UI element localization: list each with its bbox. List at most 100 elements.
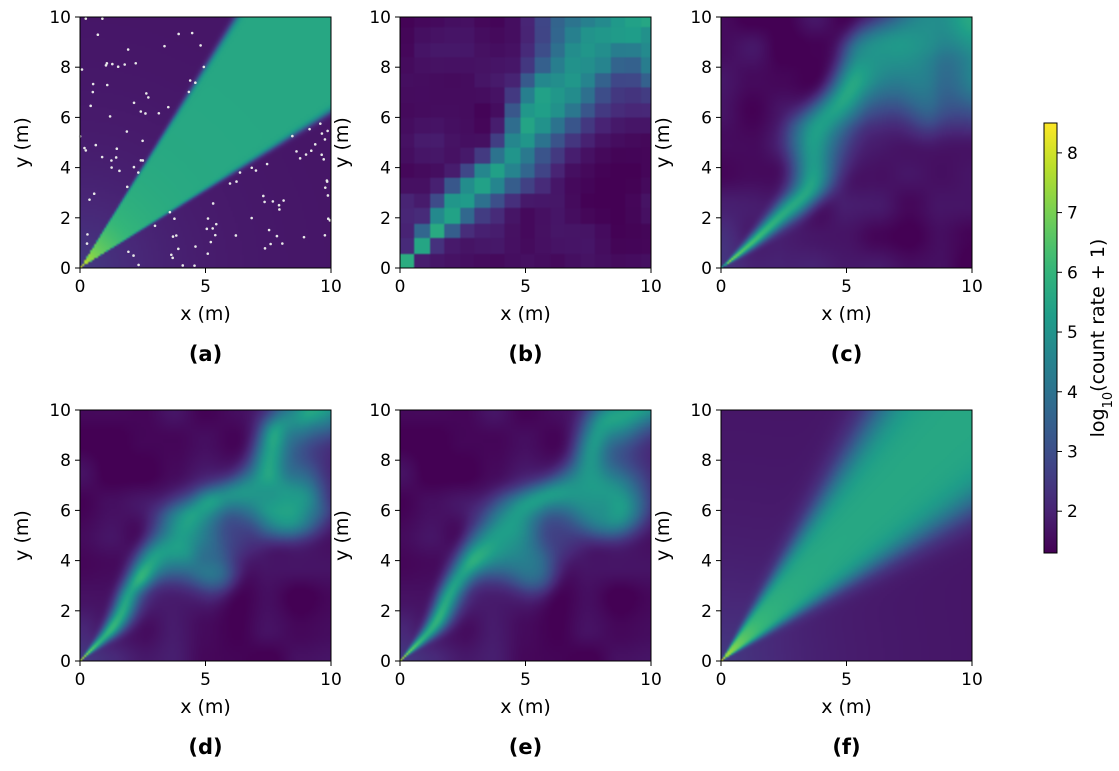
- measurement-point: [125, 130, 129, 133]
- measurement-point: [125, 185, 129, 189]
- measurement-point: [104, 64, 108, 67]
- y-tick-label: 0: [380, 652, 391, 672]
- measurement-point: [139, 110, 143, 113]
- measurement-point: [177, 247, 180, 251]
- colorbar-tick-label: 4: [1067, 383, 1078, 403]
- y-tick-label: 4: [701, 552, 712, 572]
- x-tick-label: 0: [716, 277, 727, 297]
- measurement-point: [88, 198, 91, 201]
- measurement-point: [250, 166, 254, 170]
- measurement-point: [206, 217, 210, 220]
- x-tick-label: 10: [961, 277, 983, 297]
- measurement-point: [277, 203, 281, 207]
- colorbar-label: log10(count rate + 1): [1087, 239, 1116, 438]
- measurement-point: [141, 159, 145, 162]
- measurement-point: [323, 186, 327, 189]
- measurement-point: [157, 111, 161, 115]
- measurement-point: [213, 233, 217, 237]
- measurement-point: [118, 169, 121, 173]
- measurement-point: [228, 182, 232, 185]
- measurement-point: [250, 216, 253, 220]
- measurement-point: [326, 217, 330, 221]
- measurement-point: [114, 156, 118, 159]
- measurement-point: [132, 254, 135, 257]
- colorbar-gradient: [1043, 122, 1058, 554]
- measurement-point: [110, 159, 113, 162]
- measurement-point: [126, 48, 130, 51]
- panel-label: (f): [832, 735, 860, 759]
- y-tick-label: 4: [60, 552, 71, 572]
- measurement-point: [205, 227, 209, 231]
- measurement-point: [141, 139, 144, 143]
- measurement-point: [170, 253, 173, 257]
- measurement-point: [83, 146, 86, 150]
- measurement-point: [262, 194, 265, 198]
- heatmap-f: [721, 410, 972, 661]
- heatmap-d: [80, 410, 331, 661]
- colorbar-tick-label: 2: [1067, 502, 1078, 522]
- measurement-point: [193, 264, 196, 267]
- x-tick-label: 10: [640, 277, 662, 297]
- measurement-point: [137, 263, 140, 267]
- measurement-point: [304, 153, 308, 156]
- y-tick-label: 4: [380, 552, 391, 572]
- measurement-point: [84, 17, 88, 20]
- colorbar: 2 3 4 5 6 7 8 log10(count rate + 1): [1043, 122, 1116, 554]
- measurement-point: [105, 83, 109, 87]
- x-tick-label: 0: [75, 277, 86, 297]
- measurement-point: [263, 200, 266, 204]
- y-axis-label: y (m): [331, 117, 353, 168]
- measurement-point: [291, 134, 294, 138]
- measurement-point: [111, 62, 114, 66]
- measurement-point: [211, 202, 215, 205]
- measurement-point: [171, 235, 175, 238]
- y-tick-label: 10: [690, 401, 712, 421]
- measurement-point: [188, 79, 192, 82]
- panel-label: (c): [831, 342, 863, 366]
- measurement-point: [134, 61, 138, 65]
- measurement-point: [320, 153, 323, 157]
- panel-label: (d): [188, 735, 222, 759]
- measurement-point: [323, 233, 327, 237]
- heatmap-c: [721, 17, 972, 268]
- measurement-point: [238, 171, 242, 174]
- measurement-point: [166, 105, 170, 109]
- panel-c: 0 5 10 0 2 4 6 8 10 x (m) y (m) (c): [652, 8, 983, 366]
- measurement-point: [86, 233, 89, 236]
- measurement-point: [137, 171, 140, 174]
- x-tick-label: 0: [716, 670, 727, 690]
- x-tick-label: 10: [961, 670, 983, 690]
- measurement-point: [234, 234, 238, 237]
- measurement-point: [91, 90, 95, 94]
- measurement-point: [254, 169, 258, 172]
- measurement-point: [282, 199, 285, 202]
- y-tick-label: 10: [49, 8, 71, 28]
- panel-a: 0 5 10 0 2 4 6 8 10 x (m) y (m) (a): [11, 8, 342, 366]
- measurement-point: [85, 242, 89, 245]
- y-tick-label: 0: [60, 259, 71, 279]
- x-tick-label: 10: [320, 277, 342, 297]
- measurement-point: [92, 192, 96, 196]
- colorbar-tick-label: 5: [1067, 323, 1078, 343]
- measurement-point: [84, 149, 88, 152]
- measurement-point: [144, 112, 147, 115]
- measurement-point: [267, 228, 271, 232]
- panel-label: (a): [189, 342, 222, 366]
- measurement-point: [94, 143, 98, 147]
- y-axis-label: y (m): [11, 117, 33, 168]
- panel-d: 0 5 10 0 2 4 6 8 10 x (m) y (m) (d): [11, 401, 342, 759]
- y-tick-label: 8: [701, 58, 712, 78]
- y-tick-label: 6: [380, 501, 391, 521]
- y-tick-label: 0: [60, 652, 71, 672]
- x-tick-label: 5: [200, 277, 211, 297]
- y-tick-label: 10: [369, 8, 391, 28]
- measurement-point: [105, 62, 109, 65]
- x-tick-label: 5: [200, 670, 211, 690]
- measurement-point: [174, 234, 178, 237]
- colorbar-tick-label: 8: [1067, 144, 1078, 164]
- y-tick-label: 2: [60, 602, 71, 622]
- measurement-point: [308, 127, 311, 131]
- measurement-points: [78, 17, 332, 267]
- y-tick-label: 6: [701, 108, 712, 128]
